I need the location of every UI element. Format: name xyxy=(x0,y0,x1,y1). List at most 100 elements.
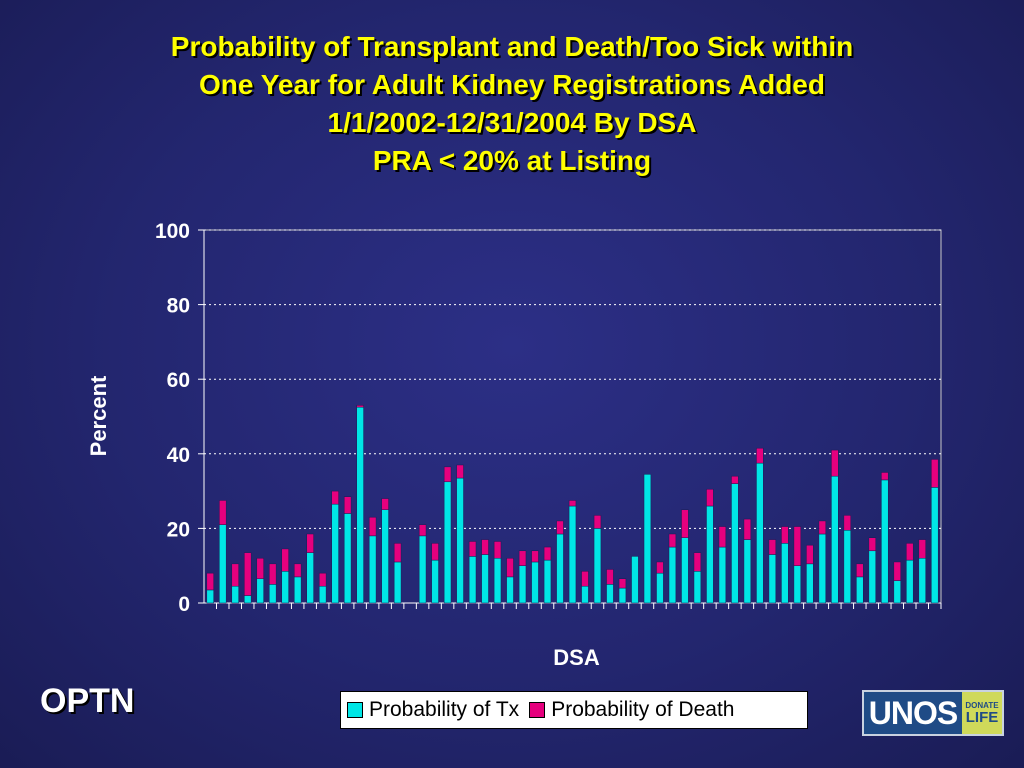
y-tick-label: 100 xyxy=(155,220,190,243)
bar-tx xyxy=(768,554,777,604)
bar-tx xyxy=(531,561,539,604)
bar-tx xyxy=(593,528,602,604)
bar-death xyxy=(568,500,577,507)
bar-death xyxy=(881,472,889,481)
donate-life-mark: DONATE LIFE xyxy=(962,692,1002,734)
bar-death xyxy=(818,520,827,535)
bar-tx xyxy=(356,406,364,604)
bar-tx xyxy=(556,533,564,604)
bar-tx xyxy=(706,505,714,604)
bar-death xyxy=(468,541,477,557)
bar-tx xyxy=(518,565,527,604)
optn-logo: OPTN xyxy=(40,682,135,720)
bar-death xyxy=(368,516,377,537)
bar-death xyxy=(493,541,502,559)
bar-tx xyxy=(918,557,926,604)
bar-death xyxy=(206,572,214,591)
bar-tx xyxy=(643,474,652,604)
bar-tx xyxy=(493,557,502,604)
bar-death xyxy=(531,550,539,563)
bar-death xyxy=(456,464,464,479)
bar-tx xyxy=(318,585,327,604)
bar-death xyxy=(743,518,752,540)
bar-death xyxy=(356,405,364,408)
bar-tx xyxy=(456,477,464,604)
bar-death xyxy=(256,557,264,580)
bar-death xyxy=(806,544,814,565)
bar-tx xyxy=(281,571,289,604)
bar-death xyxy=(343,496,352,514)
bar-death xyxy=(781,526,789,544)
bar-death xyxy=(593,515,602,529)
bar-tx xyxy=(631,556,639,604)
bar-tx xyxy=(393,561,402,604)
bar-tx xyxy=(294,576,302,604)
bar-tx xyxy=(806,563,814,604)
bar-tx xyxy=(331,503,339,604)
legend-swatch-death xyxy=(529,702,546,718)
y-tick-label: 60 xyxy=(167,369,190,392)
bar-tx xyxy=(893,580,901,604)
bar-death xyxy=(581,571,589,587)
bar-death xyxy=(318,572,327,587)
bar-tx xyxy=(718,546,727,604)
unos-wordmark: UNOS xyxy=(864,692,962,734)
legend-label-death: Probability of Death xyxy=(551,698,735,721)
bar-death xyxy=(668,533,677,548)
bar-death xyxy=(843,515,851,531)
bar-tx xyxy=(843,530,851,604)
bar-tx xyxy=(443,481,452,604)
bar-tx xyxy=(831,475,839,604)
bar-death xyxy=(393,543,402,563)
bar-tx xyxy=(543,559,552,604)
x-axis-title: DSA xyxy=(553,645,600,670)
chart-title: Probability of Transplant and Death/Too … xyxy=(0,28,1024,180)
bar-death xyxy=(693,552,702,572)
donate-text: DONATE xyxy=(965,700,999,710)
bar-tx xyxy=(906,559,914,604)
bar-death xyxy=(269,563,277,585)
bar-death xyxy=(893,561,901,581)
y-axis-title: Percent xyxy=(86,375,111,456)
bar-tx xyxy=(781,543,789,604)
bar-tx xyxy=(743,539,752,604)
bar-tx xyxy=(581,585,589,604)
bar-death xyxy=(506,557,514,578)
legend-item-death: Probability of Death xyxy=(529,698,734,722)
bar-tx xyxy=(269,584,277,604)
bar-tx xyxy=(793,565,802,604)
bar-death xyxy=(294,563,302,578)
bar-tx xyxy=(206,589,214,604)
legend-label-tx: Probability of Tx xyxy=(369,698,520,721)
bar-death xyxy=(244,552,252,596)
bar-death xyxy=(793,526,802,566)
bar-tx xyxy=(244,595,252,604)
bar-death xyxy=(381,498,389,510)
bar-death xyxy=(281,548,289,572)
bar-death xyxy=(556,520,564,535)
bar-death xyxy=(618,578,627,589)
bar-death xyxy=(656,561,664,574)
bar-death xyxy=(768,539,777,555)
bar-death xyxy=(231,563,239,587)
y-tick-label: 20 xyxy=(167,518,190,541)
title-line-3: 1/1/2002-12/31/2004 By DSA xyxy=(327,107,697,138)
bar-tx xyxy=(481,554,489,604)
bar-death xyxy=(481,539,489,555)
bar-tx xyxy=(468,556,477,604)
bar-death xyxy=(418,524,427,537)
bar-death xyxy=(518,550,527,566)
bar-tx xyxy=(868,550,876,604)
bar-death xyxy=(306,533,314,553)
bar-death xyxy=(906,543,914,561)
bar-tx xyxy=(418,535,427,604)
y-tick-label: 40 xyxy=(167,444,190,467)
bar-tx xyxy=(668,546,677,604)
bar-tx xyxy=(506,576,514,604)
bar-death xyxy=(681,509,689,538)
bar-death xyxy=(856,563,864,578)
bar-tx xyxy=(618,587,627,604)
y-tick-label: 0 xyxy=(178,593,190,616)
bar-death xyxy=(543,546,552,561)
bar-tx xyxy=(606,584,614,604)
